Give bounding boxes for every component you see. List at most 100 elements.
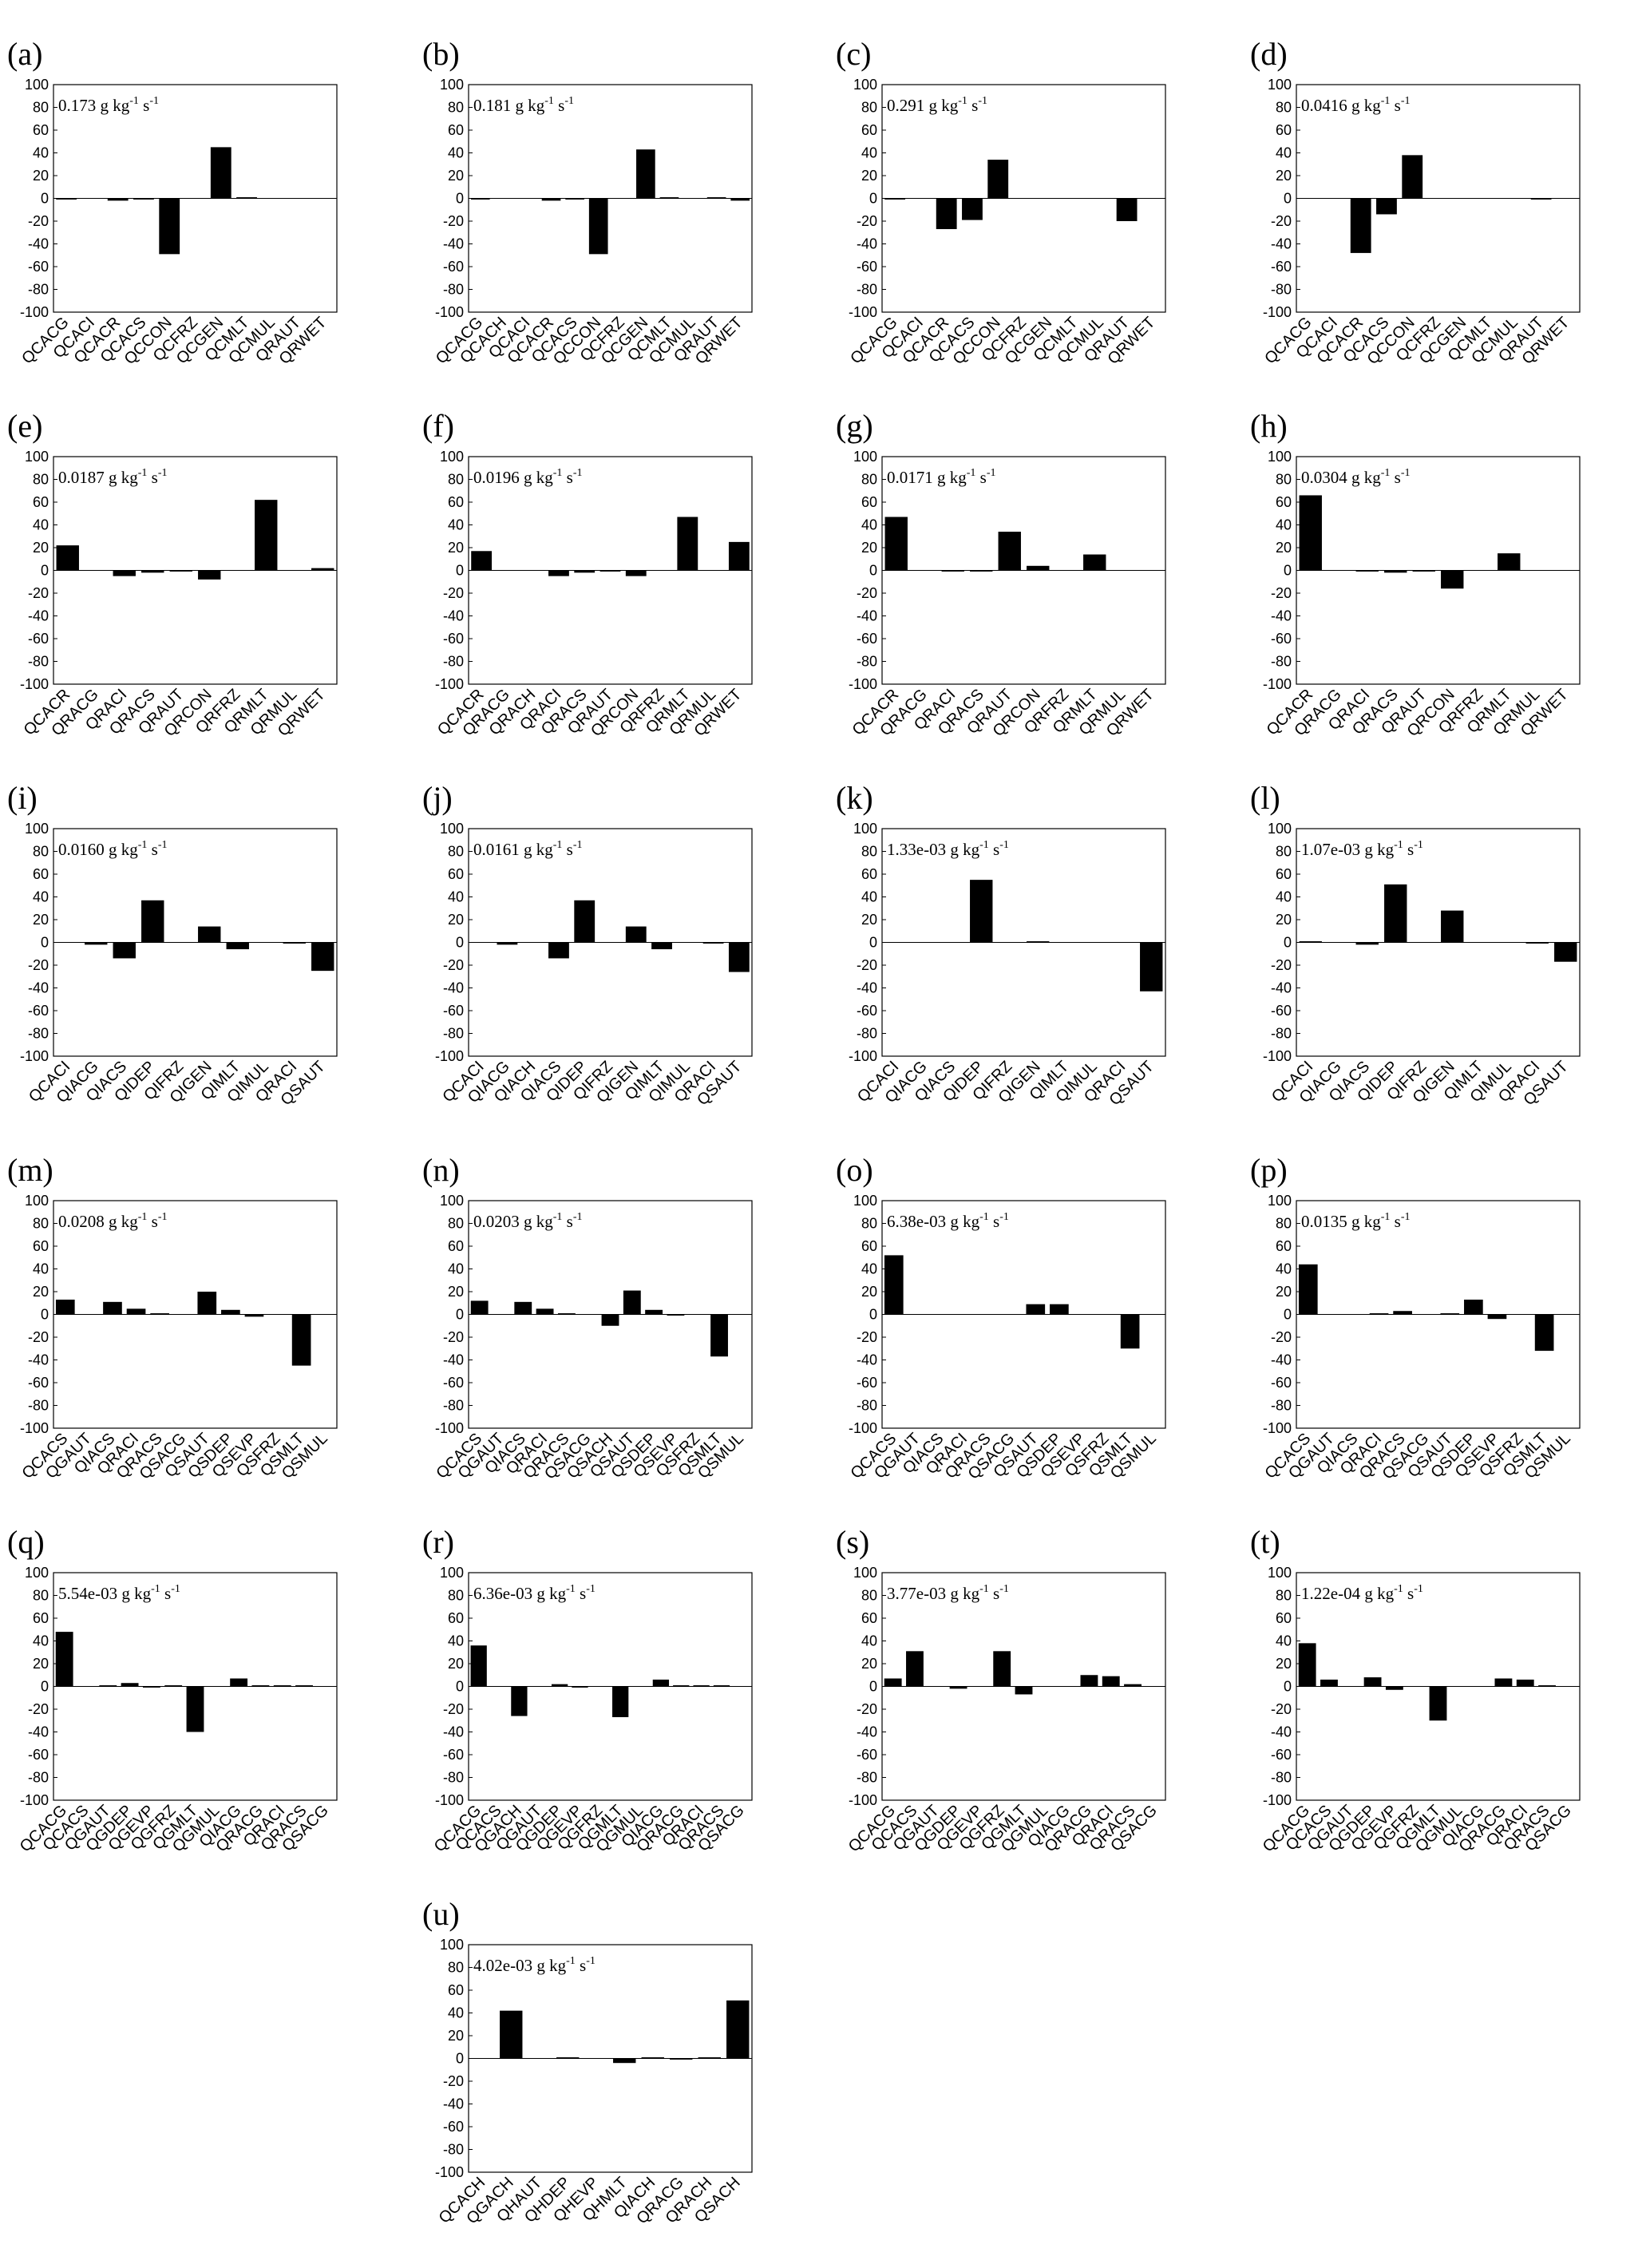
panel-label: (b): [422, 36, 460, 72]
bar-qsdep: [645, 1309, 663, 1315]
y-tick-label: 100: [25, 1565, 49, 1581]
bar-qcacs: [1298, 1264, 1318, 1315]
y-tick-label: 0: [1284, 1679, 1292, 1695]
bar-qgdep: [551, 1684, 568, 1687]
y-tick-label: -80: [1271, 1398, 1292, 1414]
y-tick-label: 20: [861, 540, 877, 556]
y-tick-label: 60: [1276, 1610, 1292, 1626]
y-tick-label: -20: [443, 1329, 464, 1345]
bar-qraut: [599, 570, 621, 572]
y-tick-label: 40: [448, 889, 464, 905]
bar-qraci: [548, 570, 569, 576]
y-tick-label: -80: [1271, 282, 1292, 298]
panel-l: (l)100806040200-20-40-60-80-100QCACIQIAC…: [1250, 780, 1581, 1109]
y-tick-label: 0: [41, 563, 49, 579]
bar-qraci: [1516, 1679, 1534, 1687]
y-tick-label: 100: [440, 821, 464, 837]
bar-qcacs: [1376, 198, 1397, 215]
panel-annotation: 0.0135 g kg-1 s-1: [1301, 1211, 1411, 1231]
y-tick-label: -40: [857, 1724, 877, 1740]
y-tick-label: 100: [25, 77, 49, 93]
panel-annotation: 6.36e-03 g kg-1 s-1: [473, 1583, 596, 1603]
y-tick-label: 80: [33, 1588, 49, 1604]
y-tick-label: -40: [28, 236, 49, 252]
y-tick-label: 80: [1276, 1216, 1292, 1232]
bar-qiacg: [652, 1679, 670, 1687]
panel-annotation: 0.0161 g kg-1 s-1: [473, 839, 583, 859]
bar-qraut: [1412, 570, 1435, 572]
bar-qrcon: [1027, 565, 1050, 571]
bar-qraci: [283, 942, 306, 944]
panel-label: (h): [1250, 408, 1288, 444]
y-tick-label: -20: [28, 213, 49, 229]
bar-qrcon: [625, 570, 647, 576]
y-tick-label: 20: [861, 912, 877, 928]
y-tick-label: 40: [861, 1261, 877, 1277]
y-tick-label: 80: [33, 472, 49, 488]
bar-qcacg: [1298, 1643, 1316, 1687]
y-tick-label: 60: [33, 866, 49, 882]
y-tick-label: 60: [33, 1610, 49, 1626]
y-tick-label: 40: [1276, 1633, 1292, 1649]
bar-qcacg: [470, 1645, 487, 1687]
y-tick-label: 0: [456, 935, 464, 951]
panel-i: (i)100806040200-20-40-60-80-100QCACIQIAC…: [7, 780, 338, 1109]
y-tick-label: -20: [857, 1329, 877, 1345]
bar-qgmlt: [1015, 1686, 1033, 1695]
y-tick-label: 60: [448, 494, 464, 510]
y-tick-label: -80: [28, 654, 49, 670]
y-tick-label: 20: [861, 168, 877, 184]
bar-qcacr: [107, 198, 129, 201]
panel-n: (n)100806040200-20-40-60-80-100QCACSQGAU…: [422, 1152, 753, 1483]
y-tick-label: 80: [448, 1960, 464, 1976]
y-tick-label: 40: [33, 1261, 49, 1277]
bar-qgevp: [142, 1686, 160, 1688]
y-tick-label: 40: [448, 1633, 464, 1649]
y-tick-label: 40: [1276, 1261, 1292, 1277]
y-tick-label: -40: [1271, 1724, 1292, 1740]
bar-qcaci: [1299, 941, 1322, 943]
bar-qcacg: [884, 1678, 902, 1687]
y-tick-label: -100: [1263, 1792, 1292, 1808]
bar-qrmlt: [677, 517, 698, 571]
bar-qgach: [500, 2010, 523, 2059]
y-tick-label: 40: [1276, 145, 1292, 161]
y-tick-label: 60: [861, 1238, 877, 1254]
y-tick-label: 100: [853, 821, 877, 837]
bar-qiacs: [1355, 942, 1379, 945]
y-tick-label: 60: [448, 1238, 464, 1254]
y-tick-label: 40: [861, 517, 877, 533]
y-tick-label: 100: [853, 449, 877, 465]
bar-qsevp: [667, 1314, 685, 1316]
y-tick-label: -80: [443, 1398, 464, 1414]
bar-qsmlt: [1534, 1314, 1554, 1352]
panel-label: (a): [7, 36, 42, 72]
bar-qsaut: [1554, 942, 1577, 962]
bar-qraci: [1525, 942, 1549, 944]
panel-g: (g)100806040200-20-40-60-80-100QCACRQRAC…: [836, 408, 1166, 740]
bar-qidep: [970, 880, 993, 943]
y-tick-label: 20: [448, 540, 464, 556]
y-tick-label: 80: [1276, 472, 1292, 488]
y-tick-label: 80: [861, 1588, 877, 1604]
y-tick-label: -20: [857, 585, 877, 601]
bar-qgach: [511, 1686, 528, 1716]
y-tick-label: -80: [857, 1026, 877, 1042]
y-tick-label: -80: [28, 282, 49, 298]
bar-qraut: [706, 197, 726, 199]
y-tick-label: -20: [857, 957, 877, 973]
y-tick-label: 40: [33, 517, 49, 533]
bar-qracs: [1384, 570, 1407, 573]
bar-qidep: [141, 900, 164, 943]
bar-qidep: [1384, 884, 1407, 943]
bar-qracg: [670, 2058, 693, 2060]
y-tick-label: -60: [28, 1747, 49, 1763]
bar-qcacg: [56, 198, 77, 200]
y-tick-label: -100: [435, 1420, 464, 1436]
bar-qraut: [1530, 198, 1552, 200]
bar-qcacg: [470, 198, 490, 200]
y-tick-label: 100: [853, 1565, 877, 1581]
bar-qhmlt: [613, 2058, 636, 2064]
bar-qcacr: [1299, 495, 1322, 571]
panel-h: (h)100806040200-20-40-60-80-100QCACRQRAC…: [1250, 408, 1581, 740]
